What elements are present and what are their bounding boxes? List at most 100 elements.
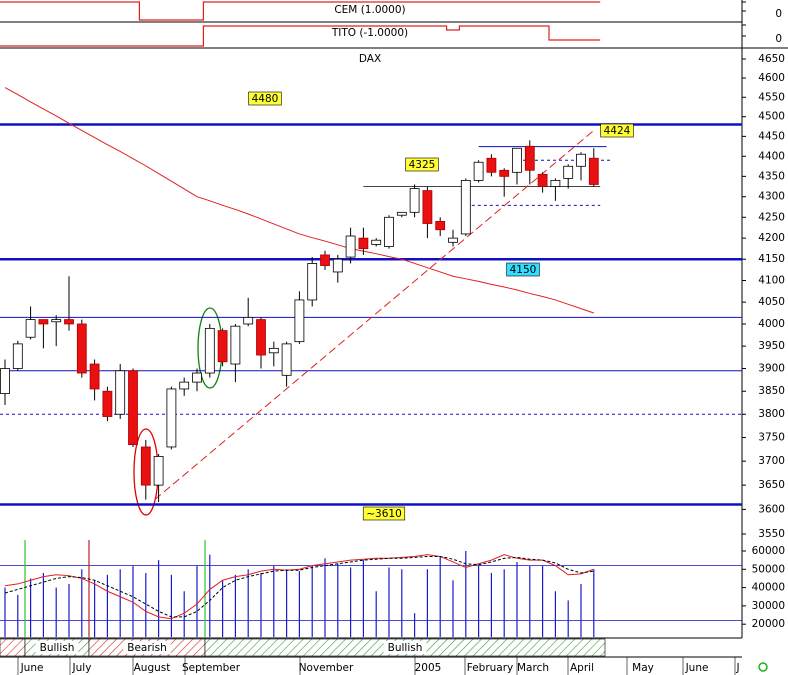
y-tick-label: 4500 [758,111,785,123]
candle-body [217,330,228,363]
y-tick-label: 4250 [758,211,785,223]
level-label: 4424 [604,125,631,137]
candle-body [179,381,190,390]
y-tick-label: 50000 [752,563,785,575]
candle-body [102,390,113,417]
candle-body [294,299,305,343]
candle-body [64,319,74,325]
chart-title: DAX [359,53,381,65]
y-tick-label: 40000 [752,582,785,594]
x-tick-label: June [685,662,709,674]
regime-label: Bullish [40,642,75,654]
candle-body [588,157,599,185]
moving-average [4,87,594,314]
candle-body [51,319,62,323]
candle-body [230,325,241,365]
candle-body [550,180,561,187]
y-tick-label: 0 [775,8,782,20]
candle-body [0,368,10,394]
candle-body [320,254,330,266]
level-label: ~3610 [366,508,402,520]
regime-label: Bullish [388,642,423,654]
candle-body [371,239,382,245]
level-label-box [362,506,406,521]
candle-body [358,237,369,250]
candle-body [115,370,126,415]
y-tick-label: 4000 [758,318,785,330]
candle-body [384,216,394,247]
candle-body [204,327,215,374]
candle-body [422,190,433,224]
y-tick-label: 4150 [758,253,785,265]
candle-body [76,323,87,374]
y-tick-label: 3950 [758,340,785,352]
level-label-box [600,123,634,138]
candle-body [192,372,202,383]
y-tick-label: 4550 [758,91,785,103]
x-tick-label: April [570,662,594,674]
candle-body [524,145,535,171]
signal-line [4,555,594,618]
x-tick-label: J [735,662,739,674]
cem-line [0,1,601,21]
candle-body [166,388,177,448]
candle-body [25,319,36,338]
x-tick-label: August [134,662,171,674]
candle-body [409,188,420,213]
y-tick-label: 3700 [758,455,785,467]
y-tick-label: 20000 [752,618,785,630]
x-tick-label: March [517,662,549,674]
y-tick-label: 4100 [758,275,785,287]
regime-label-bg [123,641,171,654]
y-tick-label: 4200 [758,232,785,244]
y-tick-label: 4050 [758,296,785,308]
y-tick-label: 3750 [758,432,785,444]
y-tick-label: 0 [775,33,782,45]
y-tick-label: 3850 [758,385,785,397]
y-tick-label: 4300 [758,191,785,203]
candle-body [128,370,138,446]
x-tick-label: November [299,662,354,674]
candle-body [499,169,510,177]
candle-body [473,161,484,181]
candle-body [89,363,100,390]
y-tick-label: 3550 [758,528,785,540]
candle-body [140,446,151,486]
y-tick-label: 4350 [758,170,785,182]
x-tick-label: February [467,662,514,674]
y-tick-label: 4600 [758,72,785,84]
candle-body [256,319,266,356]
x-tick-label: May [632,662,654,674]
regime-label: Bearish [127,642,166,654]
candle-body [153,456,164,486]
regime-label-bg [35,641,79,654]
candle-body [537,173,548,187]
level-label-box [248,91,282,106]
regime-band [0,638,26,657]
candle-body [448,237,458,243]
level-label: 4480 [252,93,279,105]
candle-body [307,263,318,301]
candle-body [243,316,254,325]
level-label: 4325 [409,159,436,171]
x-tick-label: September [182,662,241,674]
panel-title: TITO (-1.0000) [331,27,408,39]
y-tick-label: 3600 [758,503,785,515]
y-tick-label: 60000 [752,545,785,557]
candle-body [396,211,407,216]
y-tick-label: 3900 [758,363,785,375]
y-tick-label: 3800 [758,408,785,420]
status-icon [758,662,768,672]
panel-title: CEM (1.0000) [334,4,405,16]
x-tick-label: June [20,662,44,674]
candle-body [12,343,23,369]
y-tick-label: 4400 [758,150,785,162]
y-tick-label: 30000 [752,600,785,612]
level-label-box [405,157,439,172]
oscillator-line [4,554,594,620]
candle-body [460,180,471,235]
level-label: 4150 [510,264,537,276]
y-tick-label: 4450 [758,130,785,142]
